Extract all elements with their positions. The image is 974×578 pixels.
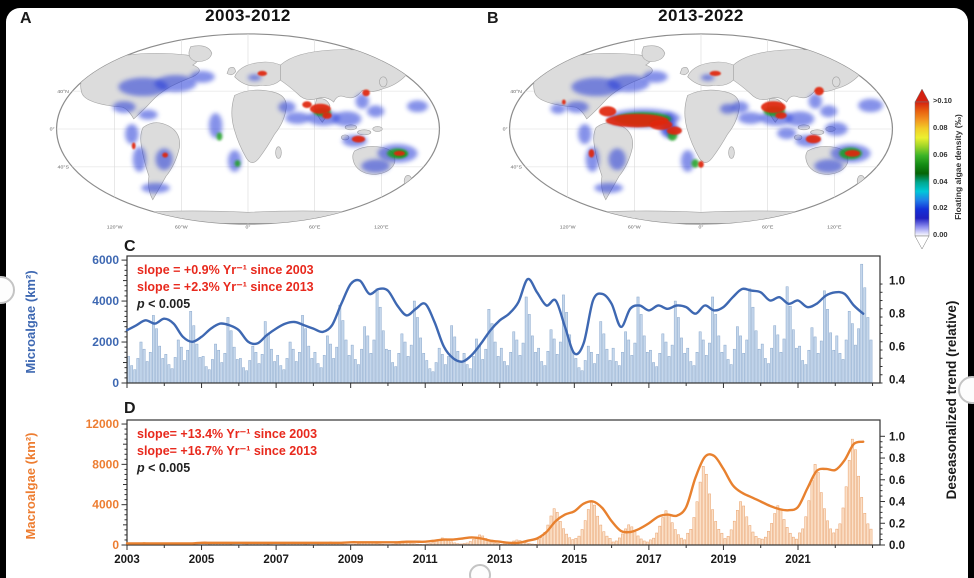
svg-text:2013: 2013 — [487, 554, 513, 566]
colorbar-tick: 0.00 — [933, 230, 948, 239]
svg-text:60°E: 60°E — [309, 225, 321, 230]
chart-panel-c: 0 2000 4000 6000 0.4 0.6 0.8 1.0 slope = +0.9% Y… — [92, 253, 905, 390]
svg-text:2007: 2007 — [263, 554, 289, 566]
svg-text:1.0: 1.0 — [889, 431, 905, 443]
colorbar-gradient — [914, 88, 930, 250]
svg-text:0.4: 0.4 — [889, 497, 906, 509]
svg-text:1.0: 1.0 — [889, 276, 905, 288]
svg-text:4000: 4000 — [92, 498, 119, 512]
svg-text:4000: 4000 — [92, 294, 119, 308]
carousel-next-handle[interactable] — [958, 376, 974, 404]
colorbar-tick: >0.10 — [933, 96, 952, 105]
colorbar-tick: 0.02 — [933, 203, 948, 212]
colorbar-tick: 0.04 — [933, 177, 948, 186]
svg-text:0°: 0° — [503, 127, 508, 133]
carousel-dot-handle[interactable] — [469, 564, 491, 578]
svg-text:120°E: 120°E — [374, 225, 389, 230]
svg-text:0.0: 0.0 — [889, 540, 905, 552]
svg-text:0: 0 — [112, 538, 119, 552]
map-title-2013-2022: 2013-2022 — [658, 6, 744, 25]
colorbar-tick: 0.08 — [933, 123, 948, 132]
svg-text:120°E: 120°E — [827, 225, 842, 230]
map-2013-2022: 40°N 0° 40°S 120°W 60°W 0° 60°E 120°E — [503, 28, 901, 230]
svg-text:0.6: 0.6 — [889, 342, 905, 354]
svg-text:2003: 2003 — [114, 554, 140, 566]
colorbar-tick: 0.06 — [933, 150, 948, 159]
svg-text:0.6: 0.6 — [889, 475, 905, 487]
svg-text:2011: 2011 — [413, 554, 439, 566]
svg-text:0.8: 0.8 — [889, 309, 906, 321]
svg-text:0°: 0° — [698, 225, 703, 230]
svg-text:0°: 0° — [50, 127, 55, 133]
svg-text:6000: 6000 — [92, 253, 119, 267]
panel-letter-b: B — [487, 10, 499, 27]
svg-text:40°N: 40°N — [57, 89, 69, 95]
svg-text:slope = +0.9% Yr⁻¹ since 2003: slope = +0.9% Yr⁻¹ since 2003 — [137, 263, 314, 277]
svg-text:40°N: 40°N — [510, 89, 522, 95]
timeseries-charts: 0 2000 4000 6000 0.4 0.6 0.8 1.0 slope = +0.9% Y… — [86, 253, 906, 566]
svg-text:slope= +13.4% Yr⁻¹ since 2003: slope= +13.4% Yr⁻¹ since 2003 — [137, 427, 317, 441]
panel-letter-a: A — [20, 10, 32, 27]
svg-text:0: 0 — [112, 376, 119, 390]
svg-text:12000: 12000 — [86, 417, 120, 431]
svg-text:8000: 8000 — [92, 457, 119, 471]
svg-text:slope = +2.3% Yr⁻¹ since 2013: slope = +2.3% Yr⁻¹ since 2013 — [137, 280, 314, 294]
svg-text:2005: 2005 — [189, 554, 215, 566]
svg-text:slope= +16.7% Yr⁻¹ since 2013: slope= +16.7% Yr⁻¹ since 2013 — [137, 444, 317, 458]
panel-letter-c: C — [124, 238, 136, 255]
svg-text:120°W: 120°W — [560, 225, 576, 230]
figure-card: A 2003-2012 B 2013-2022 40°N 0° 40°S 120°W 6… — [0, 6, 974, 578]
svg-text:2021: 2021 — [785, 554, 811, 566]
map-2003-2012: 40°N 0° 40°S 120°W 60°W 0° 60°E 120°E — [50, 28, 448, 230]
svg-text:0°: 0° — [245, 225, 250, 230]
svg-text:0.2: 0.2 — [889, 518, 905, 530]
panel-letter-d: D — [124, 400, 136, 417]
svg-text:2019: 2019 — [711, 554, 737, 566]
svg-text:2017: 2017 — [636, 554, 662, 566]
svg-text:0.4: 0.4 — [889, 375, 906, 387]
map-title-2003-2012: 2003-2012 — [205, 6, 291, 25]
svg-text:60°W: 60°W — [628, 225, 641, 230]
svg-text:2000: 2000 — [92, 335, 119, 349]
svg-text:0.8: 0.8 — [889, 453, 906, 465]
svg-text:40°S: 40°S — [511, 165, 523, 171]
svg-text:p < 0.005: p < 0.005 — [136, 461, 190, 475]
colorbar: >0.10 0.08 0.06 0.04 0.02 0.00 Floating … — [912, 88, 968, 258]
svg-text:2009: 2009 — [338, 554, 364, 566]
svg-text:p < 0.005: p < 0.005 — [136, 297, 190, 311]
svg-text:60°W: 60°W — [175, 225, 188, 230]
colorbar-label: Floating algae density (‰) — [953, 114, 963, 220]
svg-text:60°E: 60°E — [762, 225, 774, 230]
svg-text:120°W: 120°W — [107, 225, 123, 230]
svg-text:2015: 2015 — [562, 554, 588, 566]
chart-panel-d: 0 4000 8000 12000 0.0 0.2 0.4 0.6 0.8 1.0 2003 2005… — [86, 417, 906, 566]
svg-text:40°S: 40°S — [58, 165, 70, 171]
